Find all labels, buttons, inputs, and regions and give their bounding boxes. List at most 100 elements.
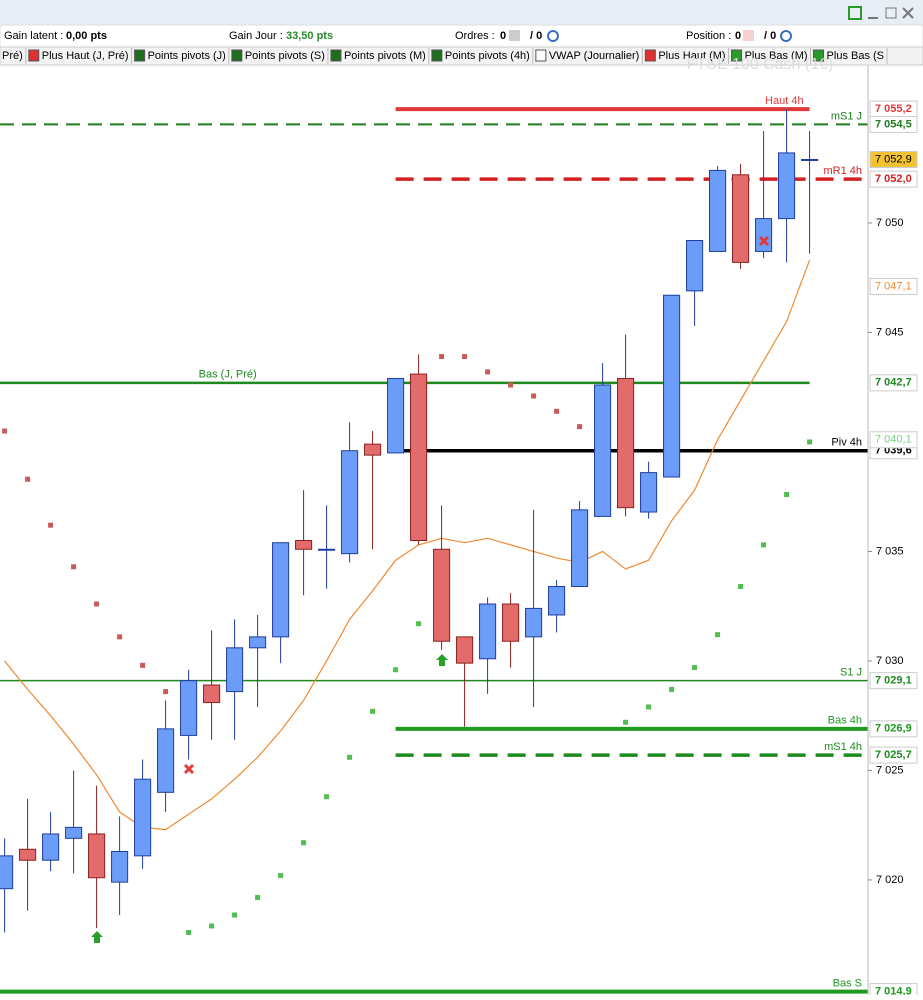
- sar-dot: [48, 522, 54, 528]
- tab-label[interactable]: Points pivots (M): [344, 50, 426, 62]
- candle-body: [134, 778, 152, 857]
- level-label: S1 J: [840, 667, 862, 679]
- price-tag-label: 7 042,7: [875, 377, 912, 389]
- sar-dot: [301, 840, 307, 846]
- candle-body: [640, 472, 658, 513]
- candle-body: [341, 450, 359, 555]
- cancel-icon[interactable]: [509, 30, 520, 41]
- sar-dot: [784, 492, 790, 498]
- gain-latent-label: Gain latent :: [4, 30, 63, 42]
- gain-jour-label: Gain Jour :: [229, 30, 283, 42]
- level-label: mS1 4h: [824, 741, 862, 753]
- tab-label[interactable]: Pré): [2, 50, 23, 62]
- tab-label[interactable]: VWAP (Journalier): [549, 50, 639, 62]
- sar-dot: [71, 564, 77, 570]
- price-tag: [869, 672, 918, 690]
- position-label: Position :: [686, 30, 731, 42]
- price-tag-label: 7 054,5: [875, 118, 912, 130]
- sell-signal: [758, 235, 770, 247]
- candle-body: [594, 384, 612, 517]
- price-tag-label: 7 055,2: [875, 103, 912, 115]
- sar-dot: [186, 929, 192, 935]
- sar-dot: [669, 686, 675, 692]
- candle-body: [88, 833, 106, 879]
- gain-latent: 0,00 pts: [66, 30, 107, 42]
- level-label: mS1 J: [831, 110, 862, 122]
- cancel-icon[interactable]: [743, 30, 754, 41]
- price-tag: [869, 720, 918, 738]
- candle-body: [180, 680, 198, 736]
- tab-swatch: [731, 49, 743, 62]
- sar-dot: [439, 354, 445, 360]
- candle-body: [571, 509, 589, 587]
- sar-dot: [485, 369, 491, 375]
- sell-signal: [183, 763, 195, 775]
- sar-dot: [715, 632, 721, 638]
- gain-jour: 33,50 pts: [286, 30, 333, 42]
- sar-dot: [209, 923, 215, 929]
- candle-body: [111, 850, 129, 883]
- tab-swatch: [134, 49, 146, 62]
- buy-signal: [436, 654, 448, 666]
- y-tick-label: 7 025: [876, 764, 904, 776]
- sar-dot: [807, 439, 813, 445]
- sar-dot: [255, 894, 261, 900]
- y-tick-label: 7 045: [876, 326, 904, 338]
- moving-average: [4, 259, 811, 831]
- candle-body: [433, 548, 451, 642]
- sar-dot: [646, 704, 652, 710]
- level-label: Piv 4h: [831, 437, 862, 449]
- candle-body: [525, 607, 543, 638]
- tab-label[interactable]: Points pivots (S): [245, 50, 325, 62]
- settings-icon[interactable]: [780, 30, 792, 42]
- price-tag-label: 7 052,9: [875, 153, 912, 165]
- y-tick-label: 7 030: [876, 655, 904, 667]
- sar-dot: [761, 542, 767, 548]
- close-button[interactable]: [902, 7, 914, 19]
- sar-dot: [2, 428, 8, 434]
- sar-dot: [623, 719, 629, 725]
- watermark: FTSE 100 Cash (1€): [687, 56, 834, 73]
- candle-body: [364, 443, 382, 456]
- tab-label[interactable]: Plus Bas (S: [827, 50, 884, 62]
- price-tag: [869, 170, 918, 188]
- refresh-icon[interactable]: [848, 6, 862, 20]
- sar-dot: [462, 354, 468, 360]
- candle-body: [226, 647, 244, 693]
- price-tag-label: 7 047,1: [875, 280, 912, 292]
- sar-dot: [163, 689, 169, 695]
- tab-label[interactable]: Plus Bas (M): [745, 50, 808, 62]
- price-tag-label: 7 026,9: [875, 723, 912, 735]
- candle-body: [65, 826, 83, 839]
- sar-dot: [416, 621, 422, 627]
- settings-icon[interactable]: [547, 30, 559, 42]
- tab-label[interactable]: Plus Haut (J, Pré): [42, 50, 129, 62]
- price-tag-label: 7 014,9: [875, 986, 912, 995]
- price-tag: [869, 431, 918, 449]
- position-total: / 0: [764, 30, 776, 42]
- price-tag: [869, 277, 918, 295]
- tab-label[interactable]: Points pivots (4h): [445, 50, 530, 62]
- buy-signal: [91, 931, 103, 943]
- orders-label: Ordres :: [455, 30, 495, 42]
- y-tick-label: 7 050: [876, 217, 904, 229]
- candle-body: [755, 218, 773, 252]
- y-tick-label: 7 020: [876, 874, 904, 886]
- candle-body: [410, 373, 428, 542]
- price-axis: 7 050 7 045 7 035 7 030 7 025 7 020 7 055,2 7 0…: [868, 100, 918, 1000]
- orders-total: / 0: [530, 30, 542, 42]
- tab-swatch: [535, 49, 547, 62]
- price-tag-label: 7 052,0: [875, 173, 912, 185]
- tab-label[interactable]: Plus Haut (M): [658, 50, 725, 62]
- tab-label[interactable]: Points pivots (J): [148, 50, 226, 62]
- candle-body: [272, 542, 290, 638]
- position: 0: [735, 30, 741, 42]
- candle-body: [778, 152, 796, 220]
- level-label: Bas (J, Pré): [199, 369, 257, 381]
- level-label: mR1 4h: [823, 165, 862, 177]
- sar-dot: [347, 754, 353, 760]
- maximize-button[interactable]: [885, 7, 897, 19]
- candle-body: [617, 377, 635, 509]
- price-tag: [869, 746, 918, 764]
